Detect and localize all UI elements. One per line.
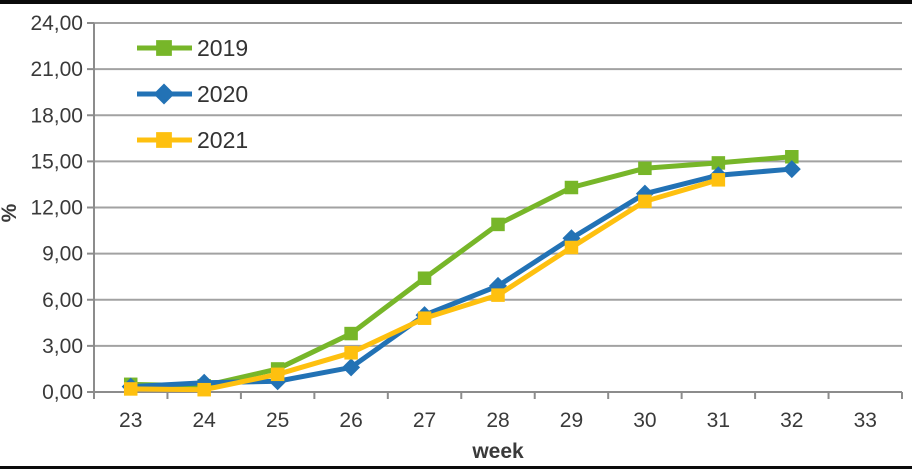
legend-label-2021: 2021 (197, 127, 248, 153)
x-axis-tick-label: 29 (560, 409, 583, 432)
x-axis-title: week (471, 440, 524, 463)
y-axis-tick-label: 12,00 (30, 197, 83, 220)
y-axis-tick-label: 15,00 (30, 150, 83, 173)
data-point-2019 (491, 217, 505, 232)
series-line-2020 (128, 166, 795, 390)
data-point-2021 (564, 240, 579, 255)
data-point-2019 (711, 156, 726, 170)
y-axis-title: % (0, 203, 21, 222)
legend-swatch-marker-2021 (156, 132, 172, 148)
data-point-2021 (123, 382, 138, 396)
y-axis-tick-label: 9,00 (42, 243, 83, 266)
data-point-2019 (564, 180, 579, 195)
top-border-bar (0, 0, 912, 4)
x-axis-tick-label: 26 (339, 409, 362, 432)
legend-label-2019: 2019 (197, 35, 248, 61)
x-axis-tick-label: 27 (413, 409, 436, 432)
data-point-2021 (711, 173, 726, 187)
series-line-2019 (128, 154, 795, 389)
y-axis-tick-label: 21,00 (30, 58, 83, 81)
x-axis-tick-label: 32 (780, 409, 803, 432)
data-point-2019 (417, 271, 432, 285)
data-point-2021 (270, 367, 285, 382)
data-point-2019 (785, 150, 799, 164)
y-axis-tick-label: 6,00 (42, 289, 83, 312)
y-axis-tick-label: 0,00 (42, 381, 83, 404)
data-point-2021 (638, 194, 652, 209)
y-axis-tick-label: 24,00 (30, 12, 83, 35)
x-axis-tick-label: 33 (854, 409, 877, 432)
x-axis-tick-label: 23 (119, 409, 142, 432)
data-point-2021 (197, 382, 211, 397)
data-point-2019 (638, 161, 652, 176)
data-point-2021 (417, 311, 432, 325)
x-axis-tick-label: 31 (707, 409, 730, 432)
legend-swatch-marker-2019 (156, 40, 172, 56)
y-axis-tick-label: 3,00 (42, 335, 83, 358)
data-point-2019 (344, 326, 358, 341)
legend-swatch-marker-2020 (153, 83, 175, 105)
data-point-2020 (342, 358, 361, 377)
x-axis-tick-label: 25 (266, 409, 289, 432)
x-axis-tick-label: 28 (486, 409, 509, 432)
y-axis-tick-label: 18,00 (30, 104, 83, 127)
bottom-border-bar (0, 466, 912, 469)
data-point-2021 (491, 288, 505, 302)
data-point-2021 (344, 346, 358, 360)
x-axis-tick-label: 24 (193, 409, 217, 432)
x-axis-tick-label: 30 (633, 409, 656, 432)
data-point-2020 (782, 160, 801, 179)
legend-label-2020: 2020 (197, 81, 248, 107)
